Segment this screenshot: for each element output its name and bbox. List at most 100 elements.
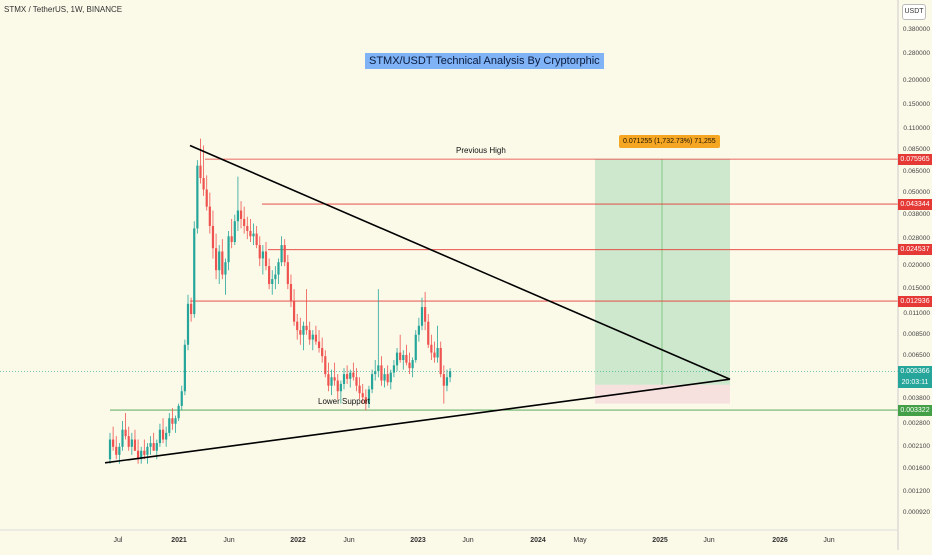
- candle-body: [171, 418, 174, 424]
- bar-countdown-tag: 20:03:11: [898, 376, 932, 388]
- chart-title: STMX/USDT Technical Analysis By Cryptorp…: [365, 53, 604, 69]
- candle-body: [352, 372, 355, 378]
- candle-body: [236, 210, 240, 222]
- candle-body: [349, 372, 352, 379]
- candle-body: [305, 325, 308, 331]
- x-tick-label: May: [573, 537, 587, 544]
- candle-body: [414, 334, 417, 361]
- candle-body: [399, 352, 402, 361]
- candle-body: [193, 228, 196, 315]
- candle-body: [430, 344, 433, 353]
- candle-body: [289, 283, 293, 301]
- candle-body: [302, 325, 305, 335]
- candle-body: [255, 233, 258, 246]
- candle-body: [143, 450, 146, 455]
- y-tick-label: 0.000920: [902, 509, 930, 516]
- y-tick-label: 0.001200: [902, 487, 930, 495]
- y-tick-label: 0.002800: [902, 419, 930, 427]
- candle-body: [314, 334, 318, 342]
- candle-body: [283, 245, 286, 263]
- candle-body: [177, 405, 180, 419]
- axis-unit-label[interactable]: USDT: [902, 4, 926, 20]
- level-price-tag: 0.043344: [898, 198, 932, 210]
- candle-body: [149, 443, 152, 447]
- candle-body: [205, 189, 208, 207]
- x-tick-label: 2024: [530, 537, 546, 544]
- y-tick-label: 0.150000: [902, 100, 930, 108]
- candle-body: [214, 248, 218, 271]
- candle-body: [321, 348, 324, 357]
- candle-body: [367, 389, 371, 404]
- candle-body: [252, 233, 255, 237]
- y-tick-label: 0.110000: [903, 125, 930, 133]
- candle-body: [292, 300, 296, 322]
- candle-body: [118, 446, 121, 455]
- candle-body: [196, 165, 199, 229]
- x-tick-label: 2026: [772, 537, 788, 544]
- candle-body: [342, 374, 346, 384]
- target-zone: [595, 159, 730, 385]
- lower-trendline: [104, 378, 731, 464]
- candle-body: [239, 210, 243, 219]
- candle-body: [183, 344, 186, 392]
- x-tick-label: 2023: [410, 537, 426, 544]
- candle-body: [405, 354, 408, 363]
- candle-body: [190, 303, 193, 315]
- candle-body: [108, 439, 112, 460]
- candle-body: [386, 374, 389, 383]
- candle-body: [280, 245, 283, 263]
- candle-body: [274, 274, 277, 280]
- candle-body: [439, 348, 442, 375]
- previous-high-label: Previous High: [456, 146, 506, 155]
- lower-support-label: Lower Support: [318, 397, 371, 406]
- y-tick-label: 0.020000: [902, 262, 930, 270]
- level-price-tag: 0.012936: [898, 295, 932, 307]
- candle-body: [249, 230, 252, 237]
- candle-body: [339, 383, 342, 392]
- candle-body: [221, 251, 224, 275]
- candle-body: [233, 221, 236, 243]
- candle-body: [224, 262, 227, 275]
- y-tick-label: 0.006500: [902, 352, 930, 360]
- x-tick-label: Jul: [113, 537, 123, 544]
- candle-body: [311, 334, 314, 340]
- y-tick-label: 0.065000: [902, 167, 930, 175]
- candle-body: [286, 262, 289, 284]
- candle-body: [140, 450, 143, 460]
- candle-body: [258, 245, 261, 259]
- candle-body: [358, 385, 361, 394]
- x-tick-label: Jun: [823, 537, 835, 544]
- candle-body: [246, 225, 249, 231]
- y-tick-label: 0.028000: [902, 235, 930, 243]
- candle-body: [211, 225, 215, 249]
- candle-body: [411, 360, 414, 369]
- candle-body: [389, 372, 392, 383]
- candle-body: [374, 371, 377, 375]
- candle-body: [243, 218, 246, 226]
- candle-body: [333, 377, 336, 381]
- y-tick-label: 0.003800: [902, 395, 930, 403]
- candle-body: [208, 206, 211, 226]
- candle-body: [408, 362, 411, 369]
- candle-body: [299, 330, 302, 335]
- candle-body: [136, 450, 140, 460]
- candle-body: [158, 429, 162, 444]
- candle-body: [308, 330, 311, 340]
- candle-body: [174, 418, 177, 424]
- candle-body: [168, 418, 171, 433]
- candle-body: [230, 236, 233, 243]
- candle-body: [355, 377, 358, 386]
- candle-body: [152, 443, 155, 451]
- candle-body: [383, 374, 386, 381]
- candle-body: [121, 429, 124, 447]
- candle-body: [427, 321, 430, 345]
- x-tick-label: 2025: [652, 537, 668, 544]
- candle-body: [442, 374, 445, 386]
- upper-trendline: [189, 144, 731, 380]
- symbol-info[interactable]: STMX / TetherUS, 1W, BINANCE: [4, 5, 123, 14]
- candle-body: [402, 354, 405, 361]
- y-tick-label: 0.011000: [903, 310, 930, 318]
- candle-body: [124, 429, 127, 437]
